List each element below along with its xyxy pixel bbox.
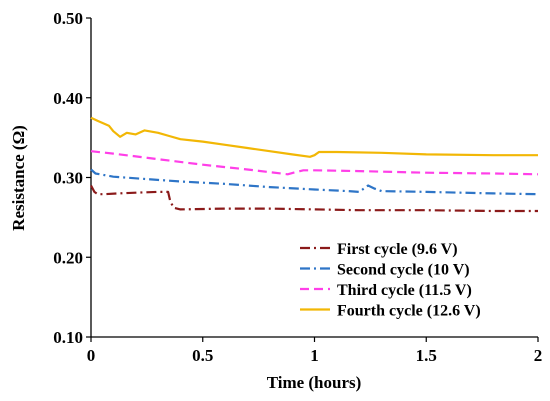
legend-label-1: First cycle (9.6 V) (337, 241, 458, 258)
y-tick-label: 0.10 (53, 328, 83, 347)
series-line-4 (91, 118, 538, 157)
legend: First cycle (9.6 V) Second cycle (10 V) Th… (300, 241, 481, 320)
y-tick-label: 0.50 (53, 9, 83, 28)
x-tick-label: 2 (534, 346, 543, 365)
y-axis-title: Resistance (Ω) (9, 125, 28, 231)
legend-label-4: Fourth cycle (12.6 V) (337, 303, 481, 320)
x-tick-label: 0 (87, 346, 96, 365)
series-layer (91, 118, 538, 211)
y-tick-label: 0.40 (53, 89, 83, 108)
x-tick-label: 1.5 (416, 346, 437, 365)
y-tick-label: 0.20 (53, 248, 83, 267)
x-tick-label: 0.5 (192, 346, 213, 365)
legend-label-2: Second cycle (10 V) (337, 262, 470, 279)
x-tick-label: 1 (310, 346, 319, 365)
y-tick-label: 0.30 (53, 169, 83, 188)
legend-label-3: Third cycle (11.5 V) (337, 282, 472, 299)
x-axis-title: Time (hours) (267, 373, 362, 392)
